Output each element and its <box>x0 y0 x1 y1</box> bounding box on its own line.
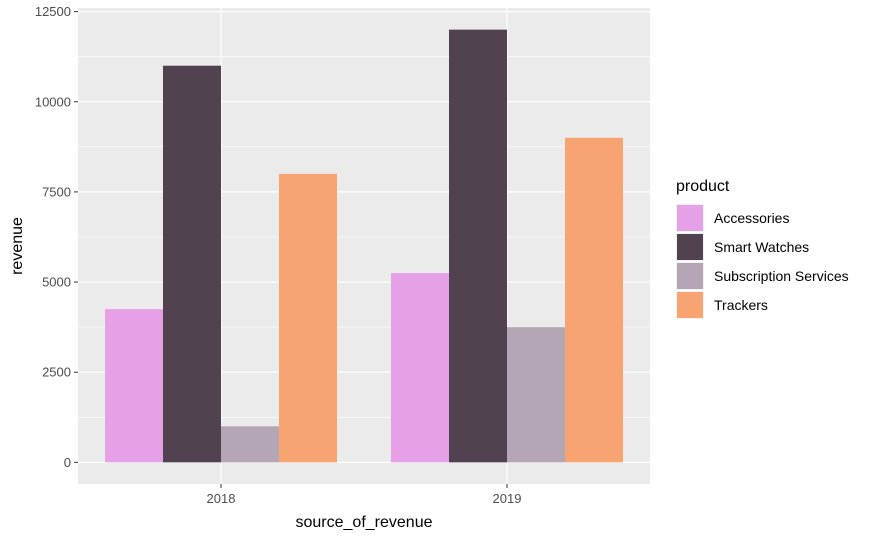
x-axis: 2018 2019 <box>207 484 522 506</box>
bar-subscription-services-2018 <box>221 426 279 463</box>
legend-swatch-trackers <box>677 292 703 318</box>
legend-swatch-subscription-services <box>677 263 703 289</box>
bar-accessories-2019 <box>391 273 449 463</box>
y-tick-label: 2500 <box>42 365 71 380</box>
bar-smart-watches-2019 <box>449 29 507 463</box>
legend-title: product <box>676 178 730 195</box>
bar-smart-watches-2018 <box>163 65 221 463</box>
y-axis: 0 2500 5000 7500 10000 12500 <box>35 4 78 470</box>
y-tick-label: 0 <box>64 455 71 470</box>
bar-trackers-2018 <box>279 173 337 463</box>
y-tick-label: 12500 <box>35 4 71 19</box>
bar-trackers-2019 <box>565 137 623 463</box>
legend-label-subscription-services: Subscription Services <box>714 268 849 284</box>
legend-label-trackers: Trackers <box>714 297 768 313</box>
legend: product Accessories Smart Watches Subscrip… <box>676 178 849 319</box>
y-tick-label: 5000 <box>42 275 71 290</box>
x-tick-label: 2019 <box>493 491 522 506</box>
bar-accessories-2018 <box>105 309 163 463</box>
bar-subscription-services-2019 <box>507 327 565 463</box>
legend-label-smart-watches: Smart Watches <box>714 239 809 255</box>
x-tick-label: 2018 <box>207 491 236 506</box>
y-tick-label: 10000 <box>35 94 71 109</box>
bars <box>105 29 623 463</box>
y-tick-label: 7500 <box>42 184 71 199</box>
legend-swatch-accessories <box>677 205 703 231</box>
legend-label-accessories: Accessories <box>714 210 789 226</box>
legend-swatch-smart-watches <box>677 234 703 260</box>
y-axis-title: revenue <box>9 217 26 275</box>
x-axis-title: source_of_revenue <box>296 514 433 531</box>
